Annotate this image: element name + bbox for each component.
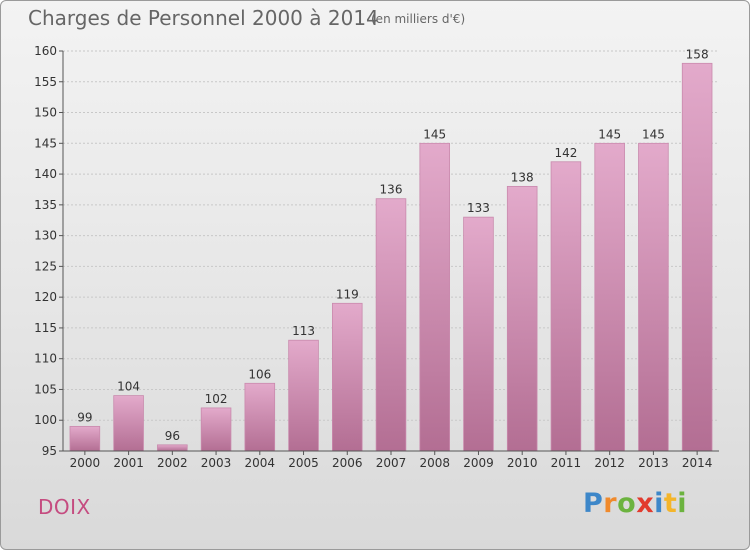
- x-tick-label: 2013: [638, 456, 669, 470]
- y-tick-label: 125: [34, 259, 57, 273]
- proxiti-logo: Proxiti: [583, 488, 688, 519]
- data-label-2005: 113: [292, 324, 315, 338]
- commune-name: DOIX: [38, 495, 91, 519]
- bar-2001: [113, 395, 144, 452]
- x-tick-label: 2005: [288, 456, 319, 470]
- data-label-2000: 99: [77, 410, 92, 424]
- y-tick-label: 105: [34, 382, 57, 396]
- bars: [69, 62, 713, 452]
- x-tick-label: 2009: [463, 456, 494, 470]
- bar-2011: [550, 161, 582, 452]
- bar-2014: [681, 62, 713, 452]
- bar-2004: [244, 382, 276, 452]
- data-label-2011: 142: [554, 146, 577, 160]
- x-tick-label: 2014: [682, 456, 713, 470]
- axes: [59, 50, 719, 455]
- data-label-2004: 106: [248, 367, 271, 381]
- x-tick-label: 2008: [419, 456, 450, 470]
- data-label-2003: 102: [205, 392, 228, 406]
- x-tick-label: 2006: [332, 456, 363, 470]
- x-tick-label: 2000: [70, 456, 101, 470]
- data-label-2009: 133: [467, 201, 490, 215]
- y-tick-label: 115: [34, 321, 57, 335]
- data-label-2006: 119: [336, 287, 359, 301]
- chart-unit-label: (en milliers d'€): [371, 12, 466, 26]
- x-tick-label: 2001: [113, 456, 144, 470]
- data-label-2010: 138: [511, 170, 534, 184]
- x-tick-label: 2004: [245, 456, 276, 470]
- x-tick-label: 2007: [376, 456, 407, 470]
- data-label-2014: 158: [686, 47, 709, 61]
- bar-2009: [463, 216, 494, 452]
- x-tick-label: 2003: [201, 456, 232, 470]
- bar-2007: [375, 198, 407, 452]
- bar-2012: [594, 142, 625, 452]
- bar-2013: [638, 142, 669, 452]
- data-label-2012: 145: [598, 127, 621, 141]
- data-label-2002: 96: [165, 429, 180, 443]
- bar-2000: [69, 425, 101, 452]
- y-tick-label: 150: [34, 106, 57, 120]
- data-label-2001: 104: [117, 380, 140, 394]
- labels: 95 100 105 110 115 120 125 130 135 140 145 150 155 16…: [34, 44, 712, 470]
- y-tick-label: 160: [34, 44, 57, 58]
- x-tick-label: 2002: [157, 456, 188, 470]
- chart-title: Charges de Personnel 2000 à 2014: [28, 6, 379, 30]
- y-tick-label: 110: [34, 352, 57, 366]
- y-tick-label: 95: [42, 444, 57, 458]
- y-tick-label: 135: [34, 198, 57, 212]
- bar-2006: [331, 302, 363, 452]
- data-label-2007: 136: [380, 183, 403, 197]
- bar-2008: [419, 142, 451, 452]
- y-tick-label: 100: [34, 413, 57, 427]
- x-tick-label: 2012: [594, 456, 625, 470]
- y-tick-label: 140: [34, 167, 57, 181]
- x-tick-label: 2011: [551, 456, 582, 470]
- bar-2010: [506, 185, 538, 452]
- y-tick-label: 130: [34, 229, 57, 243]
- y-tick-label: 145: [34, 136, 57, 150]
- bar-2003: [200, 407, 232, 452]
- y-tick-label: 120: [34, 290, 57, 304]
- y-tick-label: 155: [34, 75, 57, 89]
- x-tick-label: 2010: [507, 456, 538, 470]
- bar-2002: [157, 444, 188, 452]
- bar-2005: [288, 339, 319, 452]
- data-label-2013: 145: [642, 127, 665, 141]
- data-label-2008: 145: [423, 127, 446, 141]
